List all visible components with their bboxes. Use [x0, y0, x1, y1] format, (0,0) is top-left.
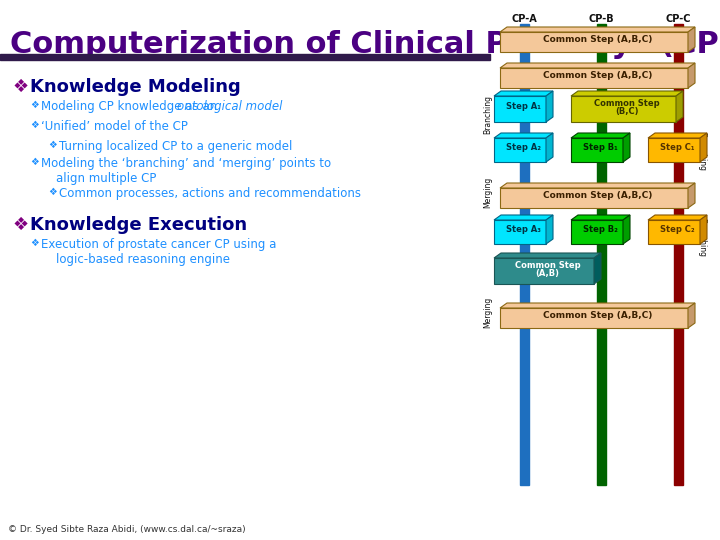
Text: CP-A: CP-A [511, 14, 537, 24]
Polygon shape [648, 133, 707, 138]
Bar [520, 24, 529, 485]
Polygon shape [571, 138, 623, 162]
Text: (B,C): (B,C) [616, 107, 639, 116]
Polygon shape [571, 96, 676, 122]
Bar [597, 24, 606, 485]
Polygon shape [623, 215, 630, 244]
Text: ❖: ❖ [30, 238, 39, 248]
Text: Step A₁: Step A₁ [506, 102, 541, 111]
Text: Step C₁: Step C₁ [660, 143, 695, 152]
Text: (A,B): (A,B) [536, 269, 559, 278]
Polygon shape [700, 133, 707, 162]
Polygon shape [594, 253, 601, 284]
Polygon shape [494, 253, 601, 258]
Polygon shape [571, 215, 630, 220]
Text: Step A₂: Step A₂ [506, 143, 541, 152]
Polygon shape [623, 133, 630, 162]
Polygon shape [676, 91, 683, 122]
Text: Common Step (A,B,C): Common Step (A,B,C) [543, 71, 652, 80]
Polygon shape [688, 63, 695, 88]
Text: ontological model: ontological model [177, 100, 282, 113]
Polygon shape [571, 220, 623, 244]
Text: ❖: ❖ [48, 140, 57, 150]
Polygon shape [500, 32, 688, 52]
Text: Branching: Branching [698, 219, 706, 258]
Polygon shape [494, 258, 594, 284]
Text: Step B₁: Step B₁ [583, 143, 618, 152]
Text: ❖: ❖ [30, 100, 39, 110]
Text: Execution of prostate cancer CP using a
    logic-based reasoning engine: Execution of prostate cancer CP using a … [41, 238, 276, 266]
Polygon shape [700, 215, 707, 244]
Text: Merging: Merging [484, 296, 492, 328]
Polygon shape [494, 133, 553, 138]
Text: © Dr. Syed Sibte Raza Abidi, (www.cs.dal.ca/~sraza): © Dr. Syed Sibte Raza Abidi, (www.cs.dal… [8, 525, 246, 534]
Polygon shape [546, 133, 553, 162]
Bar [0, 54, 490, 60]
Polygon shape [494, 91, 553, 96]
Text: Knowledge Modeling: Knowledge Modeling [30, 78, 240, 96]
Polygon shape [571, 91, 683, 96]
Text: Common processes, actions and recommendations: Common processes, actions and recommenda… [59, 187, 361, 200]
Text: Step B₂: Step B₂ [583, 225, 618, 234]
Text: ❖: ❖ [48, 187, 57, 197]
Polygon shape [500, 68, 688, 88]
Polygon shape [500, 27, 695, 32]
Polygon shape [500, 308, 688, 328]
Text: Common Step (A,B,C): Common Step (A,B,C) [543, 191, 652, 200]
Text: CP-C: CP-C [665, 14, 690, 24]
Text: Step A₃: Step A₃ [506, 225, 541, 234]
Text: ‘Unified’ model of the CP: ‘Unified’ model of the CP [41, 120, 188, 133]
Polygon shape [500, 303, 695, 308]
Text: ❖: ❖ [12, 216, 28, 234]
Text: Modeling CP knowledge as an: Modeling CP knowledge as an [41, 100, 221, 113]
Text: ❖: ❖ [30, 120, 39, 130]
Polygon shape [688, 303, 695, 328]
Text: Branching: Branching [698, 132, 706, 172]
Text: Computerization of Clinical Pathways (CP): Computerization of Clinical Pathways (CP… [10, 30, 720, 59]
Text: Turning localized CP to a generic model: Turning localized CP to a generic model [59, 140, 292, 153]
Text: Common Step (A,B,C): Common Step (A,B,C) [543, 311, 652, 320]
Polygon shape [571, 133, 630, 138]
Text: ❖: ❖ [12, 78, 28, 96]
Text: Common Step: Common Step [594, 99, 660, 108]
Text: CP-B: CP-B [588, 14, 614, 24]
Polygon shape [648, 215, 707, 220]
Polygon shape [494, 96, 546, 122]
Text: Step C₂: Step C₂ [660, 225, 695, 234]
Text: ❖: ❖ [30, 157, 39, 167]
Polygon shape [494, 215, 553, 220]
Text: Branching: Branching [484, 96, 492, 134]
Polygon shape [648, 220, 700, 244]
Bar [674, 24, 683, 485]
Text: Common Step: Common Step [515, 261, 580, 270]
Polygon shape [688, 183, 695, 208]
Polygon shape [494, 220, 546, 244]
Polygon shape [688, 27, 695, 52]
Polygon shape [500, 183, 695, 188]
Polygon shape [648, 138, 700, 162]
Text: Merging: Merging [484, 177, 492, 207]
Text: Modeling the ‘branching’ and ‘merging’ points to
    align multiple CP: Modeling the ‘branching’ and ‘merging’ p… [41, 157, 331, 185]
Polygon shape [494, 138, 546, 162]
Polygon shape [546, 91, 553, 122]
Polygon shape [500, 63, 695, 68]
Text: Common Step (A,B,C): Common Step (A,B,C) [543, 35, 652, 44]
Text: Knowledge Execution: Knowledge Execution [30, 216, 247, 234]
Polygon shape [546, 215, 553, 244]
Polygon shape [500, 188, 688, 208]
